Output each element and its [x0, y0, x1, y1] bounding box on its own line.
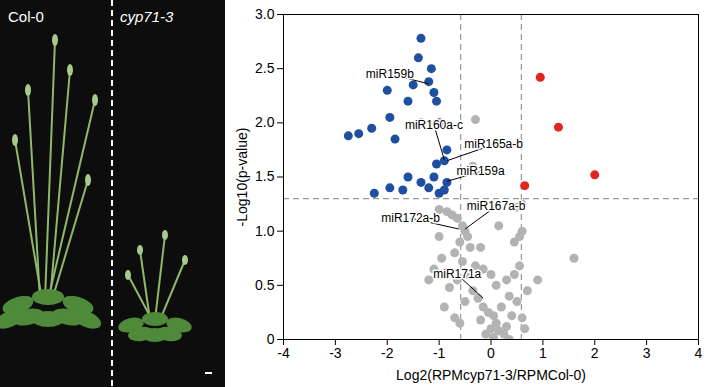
svg-text:miR172a-b: miR172a-b: [381, 211, 440, 225]
svg-text:0: 0: [487, 345, 495, 361]
svg-text:1.0: 1.0: [255, 223, 275, 239]
svg-text:-Log10(p-value): -Log10(p-value): [234, 128, 250, 227]
svg-text:cyp71-3: cyp71-3: [120, 8, 174, 25]
svg-text:Col-0: Col-0: [8, 8, 44, 25]
svg-text:miR171a: miR171a: [433, 267, 481, 281]
svg-text:0.5: 0.5: [255, 277, 275, 293]
svg-text:2.0: 2.0: [255, 114, 275, 130]
svg-text:miR167a-b: miR167a-b: [467, 199, 526, 213]
svg-text:Log2(RPMcyp71-3/RPMCol-0): Log2(RPMcyp71-3/RPMCol-0): [396, 367, 586, 383]
svg-text:3.0: 3.0: [255, 6, 275, 22]
svg-text:-3: -3: [329, 345, 342, 361]
svg-text:2.5: 2.5: [255, 60, 275, 76]
svg-text:3: 3: [643, 345, 651, 361]
svg-text:miR159b: miR159b: [366, 67, 414, 81]
svg-text:1: 1: [539, 345, 547, 361]
svg-text:1.5: 1.5: [255, 168, 275, 184]
svg-text:-2: -2: [381, 345, 394, 361]
svg-text:miR159a: miR159a: [457, 164, 505, 178]
svg-text:2: 2: [591, 345, 599, 361]
svg-text:4: 4: [695, 345, 703, 361]
svg-text:miR165a-b: miR165a-b: [464, 137, 523, 151]
svg-text:miR160a-c: miR160a-c: [405, 118, 463, 132]
svg-text:-1: -1: [433, 345, 446, 361]
svg-text:0: 0: [267, 331, 275, 347]
svg-text:-4: -4: [277, 345, 290, 361]
